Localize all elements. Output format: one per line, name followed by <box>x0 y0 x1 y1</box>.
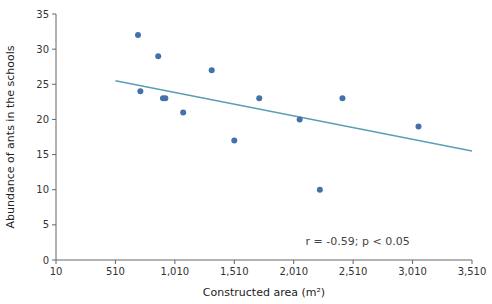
point <box>180 109 186 115</box>
point <box>231 138 237 144</box>
y-axis-line <box>56 14 57 260</box>
y-tick-label: 0 <box>43 255 49 266</box>
point <box>317 187 323 193</box>
point <box>256 95 262 101</box>
point <box>209 67 215 73</box>
y-tick <box>52 14 56 15</box>
x-tick <box>353 260 354 264</box>
y-tick <box>52 84 56 85</box>
y-tick <box>52 119 56 120</box>
x-tick-label: 2,510 <box>339 266 368 277</box>
x-tick-label: 3,510 <box>458 266 487 277</box>
x-tick-label: 1,010 <box>161 266 190 277</box>
point <box>137 88 143 94</box>
x-tick <box>234 260 235 264</box>
point <box>162 95 168 101</box>
x-tick-label: 10 <box>50 266 63 277</box>
x-axis-label: Constructed area (m²) <box>203 286 325 299</box>
y-tick-label: 5 <box>43 219 49 230</box>
point <box>297 116 303 122</box>
y-tick-label: 20 <box>36 114 49 125</box>
trend-line <box>115 81 472 151</box>
y-tick-label: 15 <box>36 149 49 160</box>
x-tick <box>56 260 57 264</box>
point <box>135 32 141 38</box>
y-tick-label: 30 <box>36 44 49 55</box>
x-tick-label: 510 <box>106 266 125 277</box>
plot-area <box>115 32 472 193</box>
x-tick <box>174 260 175 264</box>
y-tick-label: 25 <box>36 79 49 90</box>
x-tick-label: 3,010 <box>398 266 427 277</box>
point <box>416 123 422 129</box>
y-tick <box>52 189 56 190</box>
y-tick <box>52 224 56 225</box>
y-tick-label: 10 <box>36 184 49 195</box>
y-tick <box>52 49 56 50</box>
x-axis-line <box>56 260 472 261</box>
x-tick-label: 2,010 <box>279 266 308 277</box>
y-tick <box>52 260 56 261</box>
annotation: r = -0.59; p < 0.05 <box>306 235 410 248</box>
points <box>135 32 422 193</box>
y-tick-label: 35 <box>36 9 49 20</box>
y-tick <box>52 154 56 155</box>
y-axis-label: Abundance of ants in the schools <box>4 45 17 228</box>
x-tick <box>472 260 473 264</box>
point <box>339 95 345 101</box>
x-tick <box>115 260 116 264</box>
x-tick-label: 1,510 <box>220 266 249 277</box>
x-tick <box>412 260 413 264</box>
x-tick <box>293 260 294 264</box>
lines <box>115 81 472 151</box>
point <box>155 53 161 59</box>
chart: 105101,0101,5102,0102,5103,0103,51005101… <box>0 0 492 304</box>
